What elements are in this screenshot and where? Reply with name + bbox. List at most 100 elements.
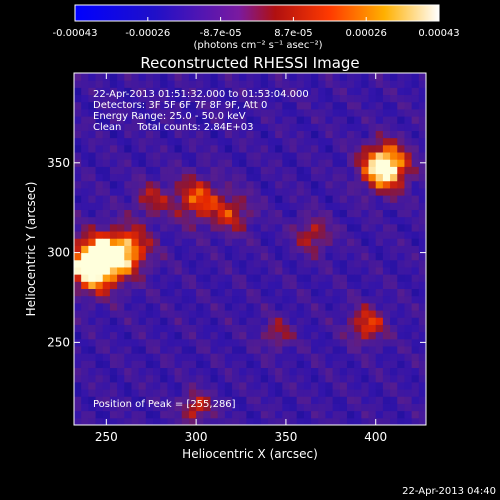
heatmap-cell xyxy=(239,302,247,311)
heatmap-cell xyxy=(246,403,255,412)
heatmap-cell xyxy=(418,259,426,268)
heatmap-cell xyxy=(188,353,197,361)
y-tick-label: 350 xyxy=(47,156,70,170)
heatmap-cell xyxy=(404,130,413,139)
heatmap-cell xyxy=(354,195,362,203)
heatmap-cell xyxy=(117,345,125,354)
heatmap-cell xyxy=(253,159,262,167)
heatmap-cell xyxy=(282,266,291,275)
heatmap-cell xyxy=(346,281,355,290)
heatmap-cell xyxy=(275,144,283,153)
heatmap-cell xyxy=(246,173,255,182)
heatmap-cell xyxy=(260,180,269,189)
heatmap-cell xyxy=(217,231,226,239)
heatmap-cell xyxy=(160,295,168,304)
heatmap-cell xyxy=(188,252,197,261)
heatmap-cell xyxy=(181,345,190,354)
heatmap-cell xyxy=(203,274,211,282)
heatmap-cell xyxy=(390,281,398,290)
heatmap-cell xyxy=(74,274,82,282)
heatmap-cell xyxy=(267,123,276,131)
heatmap-cell xyxy=(354,209,362,218)
heatmap-cell xyxy=(346,159,355,167)
heatmap-cell xyxy=(275,396,283,404)
heatmap-cell xyxy=(411,389,420,397)
heatmap-cell xyxy=(404,195,413,203)
heatmap-cell xyxy=(311,396,319,404)
heatmap-cell xyxy=(332,302,341,311)
heatmap-cell xyxy=(138,116,147,124)
heatmap-cell xyxy=(203,73,211,81)
heatmap-cell xyxy=(275,130,283,139)
heatmap-cell xyxy=(239,123,247,131)
heatmap-cell xyxy=(303,159,312,167)
heatmap-cell xyxy=(411,166,420,175)
heatmap-cell xyxy=(81,187,89,196)
heatmap-cell xyxy=(311,403,319,412)
heatmap-cell xyxy=(88,302,97,311)
heatmap-cell xyxy=(368,101,377,110)
heatmap-cell xyxy=(145,123,154,131)
heatmap-cell xyxy=(239,87,247,96)
heatmap-cell xyxy=(153,166,161,175)
heatmap-cell xyxy=(239,281,247,290)
heatmap-cell xyxy=(88,238,97,246)
heatmap-cell xyxy=(303,353,312,361)
heatmap-cell xyxy=(210,274,219,282)
heatmap-cell xyxy=(181,94,190,103)
heatmap-cell xyxy=(390,396,398,404)
heatmap-cell xyxy=(346,338,355,347)
heatmap-cell xyxy=(203,252,211,261)
heatmap-cell xyxy=(382,216,391,225)
heatmap-cell xyxy=(361,180,370,189)
heatmap-cell xyxy=(325,202,334,210)
heatmap-cell xyxy=(368,310,377,318)
heatmap-cell xyxy=(224,417,233,425)
heatmap-cell xyxy=(153,180,161,189)
heatmap-cell xyxy=(275,116,283,124)
heatmap-cell xyxy=(318,317,326,325)
heatmap-cell xyxy=(232,187,240,196)
heatmap-cell xyxy=(138,266,147,275)
heatmap-cell xyxy=(95,403,104,412)
heatmap-cell xyxy=(145,195,154,203)
heatmap-cell xyxy=(102,259,111,268)
heatmap-cell xyxy=(124,345,132,354)
heatmap-cell xyxy=(153,152,161,160)
heatmap-cell xyxy=(224,310,233,318)
heatmap-cell xyxy=(217,195,226,203)
heatmap-cell xyxy=(188,73,197,81)
heatmap-cell xyxy=(418,180,426,189)
heatmap-cell xyxy=(109,345,118,354)
heatmap-cell xyxy=(181,331,190,340)
heatmap-cell xyxy=(332,374,341,383)
heatmap-cell xyxy=(160,374,168,383)
heatmap-cell xyxy=(109,195,118,203)
heatmap-cell xyxy=(404,202,413,210)
heatmap-cell xyxy=(303,238,312,246)
peak-position-label: Position of Peak = [255,286] xyxy=(93,399,236,410)
heatmap-cell xyxy=(124,417,132,425)
heatmap-cell xyxy=(267,116,276,124)
heatmap-cell xyxy=(203,389,211,397)
heatmap-cell xyxy=(275,195,283,203)
heatmap-cell xyxy=(88,94,97,103)
heatmap-cell xyxy=(382,209,391,218)
heatmap-cell xyxy=(102,231,111,239)
heatmap-cell xyxy=(404,338,413,347)
heatmap-cell xyxy=(81,403,89,412)
heatmap-cell xyxy=(232,353,240,361)
heatmap-cell xyxy=(217,166,226,175)
heatmap-cell xyxy=(181,87,190,96)
heatmap-cell xyxy=(95,116,104,124)
heatmap-cell xyxy=(232,417,240,425)
heatmap-cell xyxy=(224,302,233,311)
heatmap-cell xyxy=(325,396,334,404)
heatmap-cell xyxy=(339,374,348,383)
heatmap-cell xyxy=(296,159,305,167)
heatmap-cell xyxy=(181,324,190,333)
heatmap-cell xyxy=(81,159,89,167)
heatmap-cell xyxy=(217,274,226,282)
heatmap-cell xyxy=(95,338,104,347)
heatmap-cell xyxy=(282,295,291,304)
